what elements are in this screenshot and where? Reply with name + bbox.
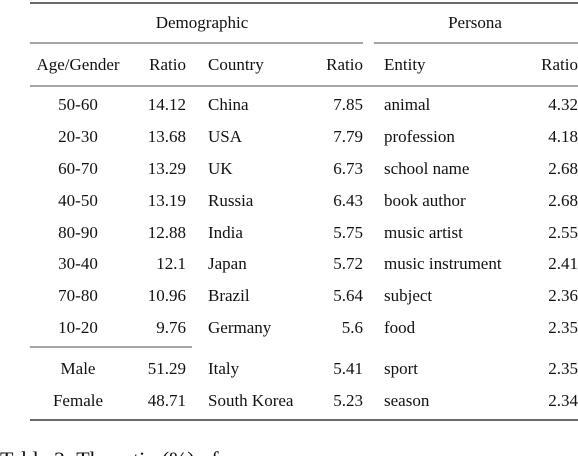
table-cell: 7.85 <box>333 95 363 114</box>
table-cell: 13.68 <box>148 127 186 146</box>
table-cell: UK <box>208 159 233 178</box>
table-cell: subject <box>384 286 432 305</box>
table-cell: 2.55 <box>548 223 578 242</box>
table-cell: 6.43 <box>333 191 363 210</box>
table-cell: 40-50 <box>58 191 98 210</box>
table-cell: Russia <box>208 191 254 210</box>
table-cell: 2.35 <box>548 359 578 378</box>
table-cell: music instrument <box>384 254 502 273</box>
table-cell: sport <box>384 359 418 378</box>
table-cell: 14.12 <box>148 95 186 114</box>
table-cell: China <box>208 95 249 114</box>
table-cell: 51.29 <box>148 359 186 378</box>
table-cell: 2.34 <box>548 391 578 410</box>
column-header: Ratio <box>326 55 363 74</box>
table-cell: 2.68 <box>548 159 578 178</box>
table-cell: school name <box>384 159 469 178</box>
table-cell: book author <box>384 191 466 210</box>
table-cell: 5.64 <box>333 286 363 305</box>
group-header: Demographic <box>156 13 249 32</box>
column-header: Entity <box>384 55 426 74</box>
table-cell: music artist <box>384 223 463 242</box>
table-cell: 12.88 <box>148 223 186 242</box>
table-cell: 60-70 <box>58 159 98 178</box>
table-cell: 5.41 <box>333 359 363 378</box>
column-header: Country <box>208 55 264 74</box>
table-cell: 5.23 <box>333 391 363 410</box>
table-cell: 4.32 <box>548 95 578 114</box>
table-cell: 12.1 <box>156 254 186 273</box>
group-header: Persona <box>448 13 502 32</box>
table-cell: animal <box>384 95 431 114</box>
table-cell: 2.41 <box>548 254 578 273</box>
table-cell: 10-20 <box>58 318 98 337</box>
table-cell: 13.19 <box>148 191 186 210</box>
table-cell: 80-90 <box>58 223 98 242</box>
table-cell: profession <box>384 127 455 146</box>
table-cell: Female <box>53 391 103 410</box>
column-header: Ratio <box>149 55 186 74</box>
table-cell: India <box>208 223 243 242</box>
table-cell: 50-60 <box>58 95 98 114</box>
table-cell: 6.73 <box>333 159 363 178</box>
table-cell: 2.68 <box>548 191 578 210</box>
table-cell: 5.72 <box>333 254 363 273</box>
table-cell: 5.75 <box>333 223 363 242</box>
table-cell: Japan <box>208 254 247 273</box>
table-cell: 30-40 <box>58 254 98 273</box>
table-cell: USA <box>208 127 243 146</box>
table-cell: Brazil <box>208 286 250 305</box>
table-cell: 48.71 <box>148 391 186 410</box>
table-cell: 10.96 <box>148 286 186 305</box>
column-header: Age/Gender <box>36 55 119 74</box>
table-cell: Italy <box>208 359 240 378</box>
table-cell: 70-80 <box>58 286 98 305</box>
table-cell: 7.79 <box>333 127 363 146</box>
table-cell: 2.35 <box>548 318 578 337</box>
table-cell: 13.29 <box>148 159 186 178</box>
table-cell: 2.36 <box>548 286 578 305</box>
column-header: Ratio <box>541 55 578 74</box>
table-cell: season <box>384 391 430 410</box>
table-cell: 5.6 <box>342 318 363 337</box>
table-cell: 4.18 <box>548 127 578 146</box>
caption: Table 2: The ratio (%) of <box>0 447 219 456</box>
table-cell: food <box>384 318 416 337</box>
table-cell: 9.76 <box>156 318 186 337</box>
table-cell: Germany <box>208 318 272 337</box>
table-cell: South Korea <box>208 391 294 410</box>
table-cell: 20-30 <box>58 127 98 146</box>
table-cell: Male <box>61 359 96 378</box>
